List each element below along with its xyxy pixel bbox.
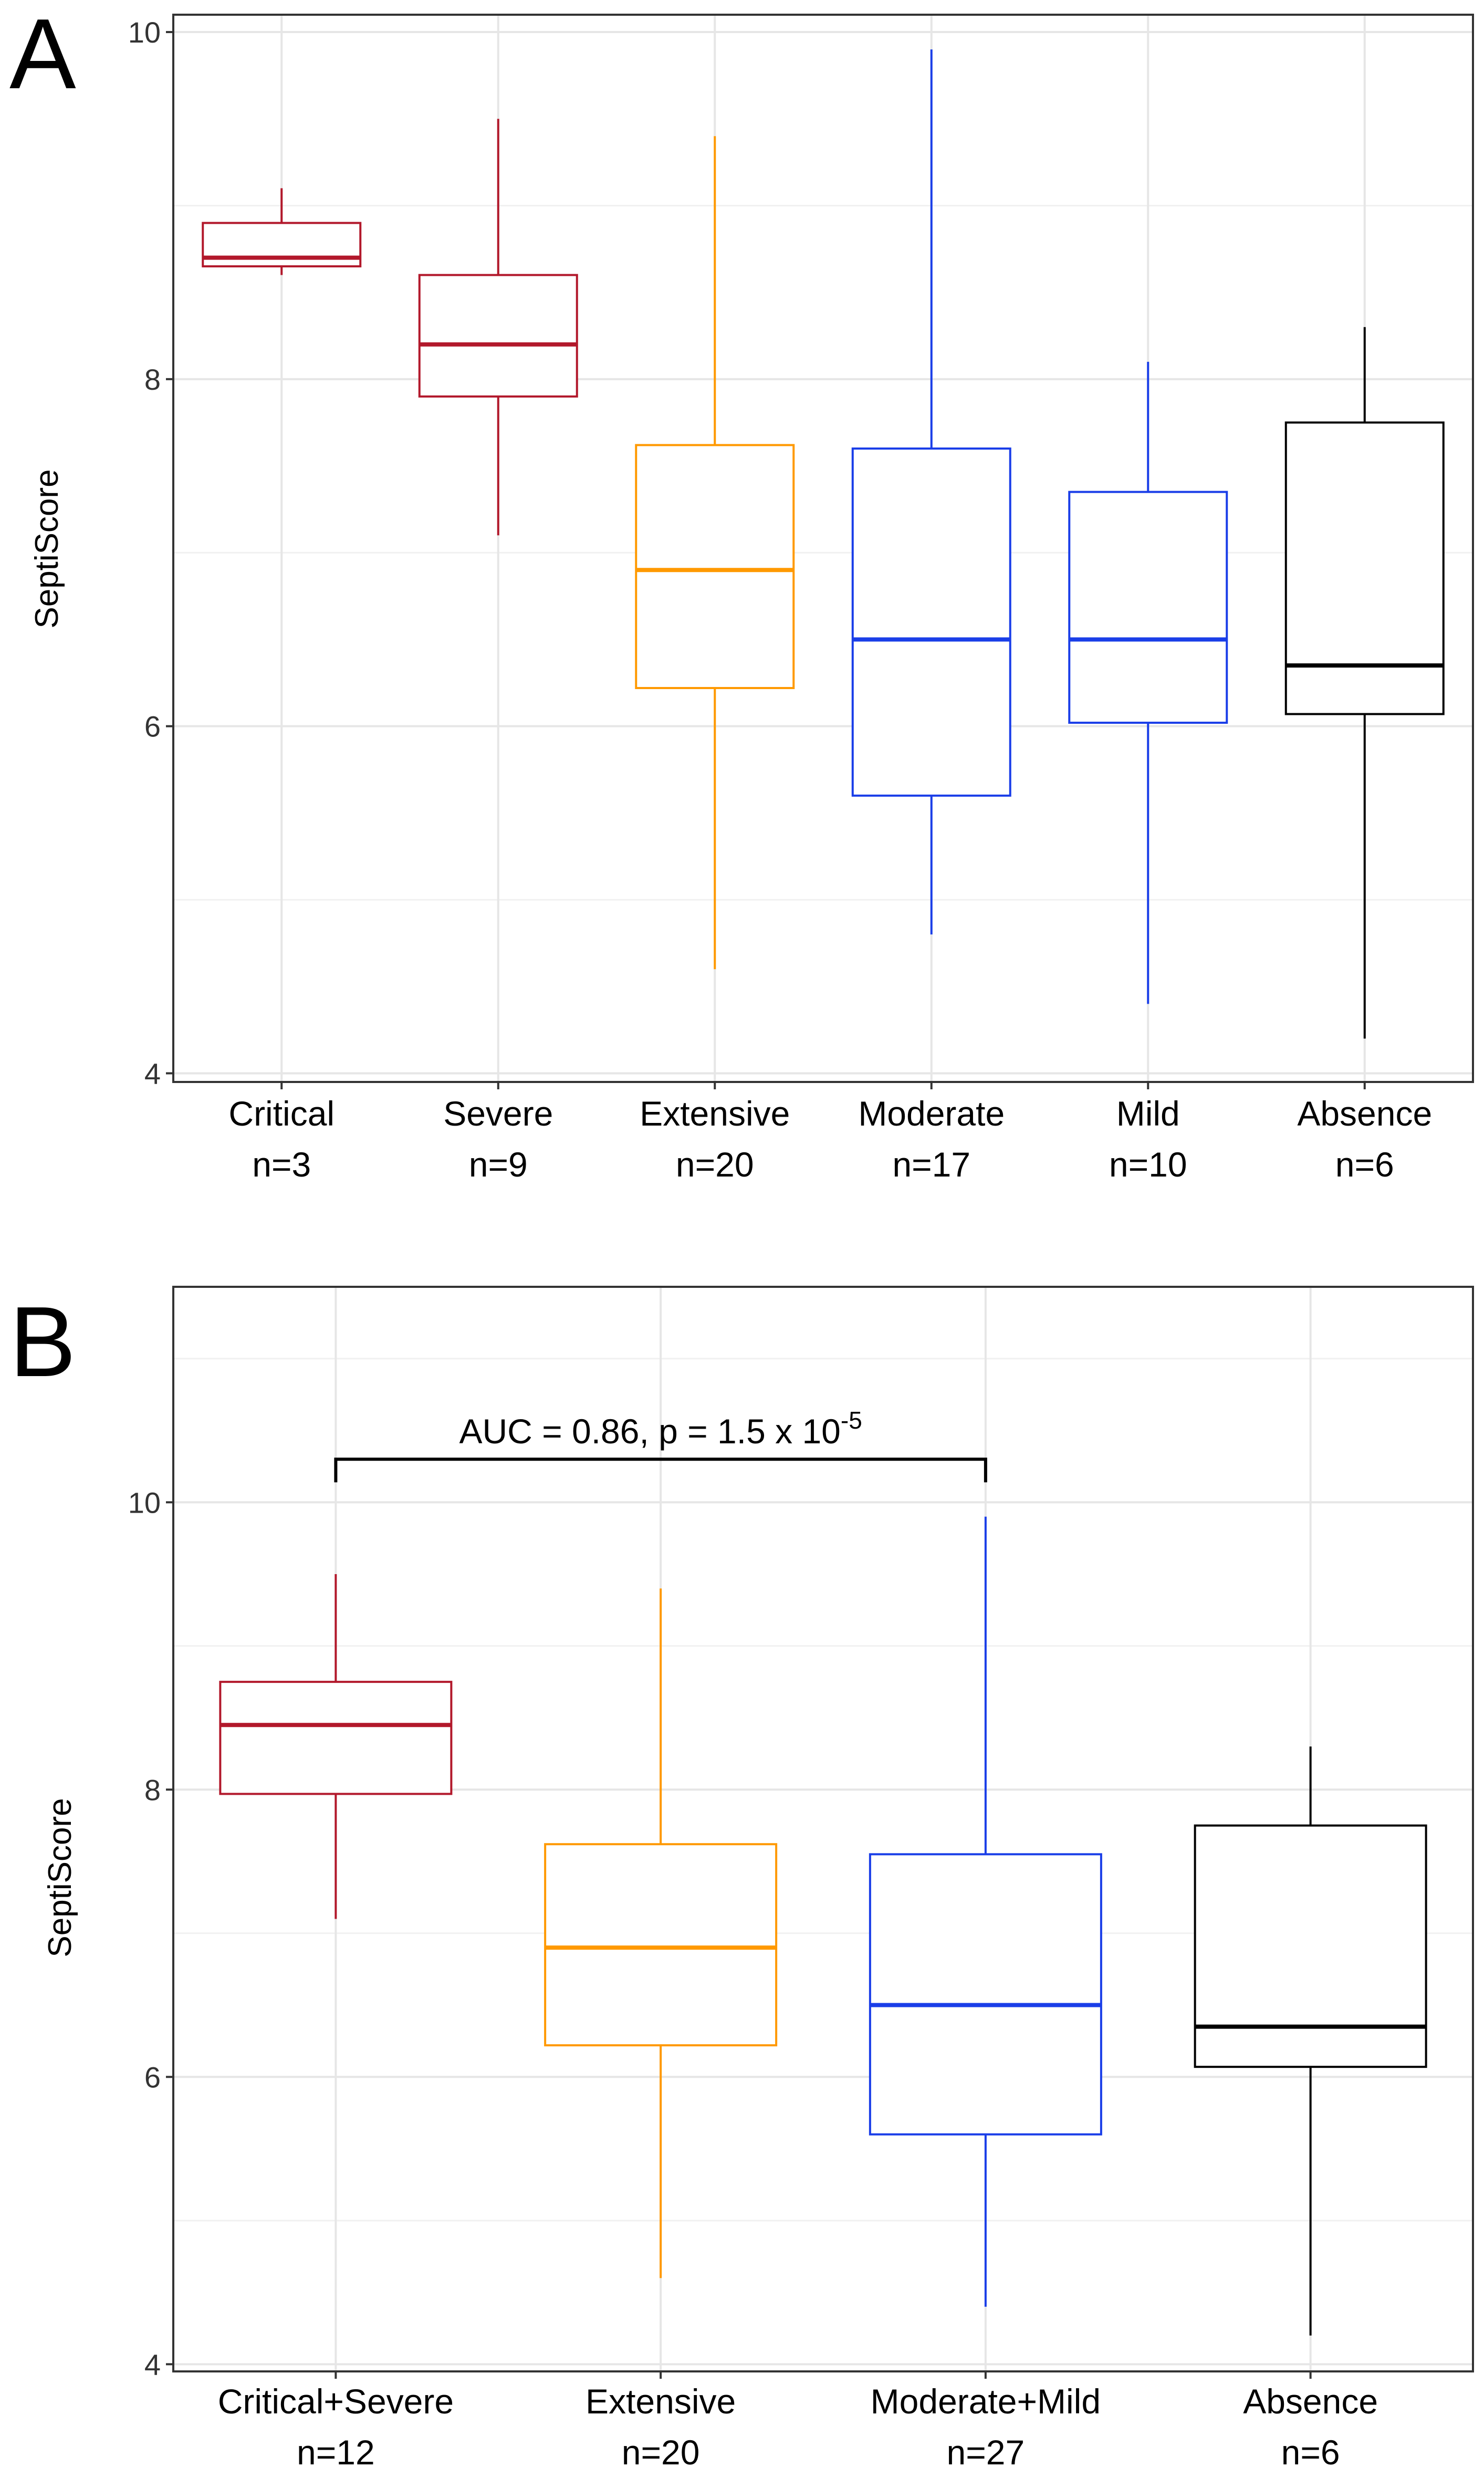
panel-b-auc-exponent: -5: [841, 1407, 862, 1434]
panel-a-y-tick-label: 4: [144, 1057, 161, 1090]
panel-a-category-label: Mild: [1116, 1094, 1180, 1133]
panel-b-y-tick-label: 8: [144, 1773, 161, 1806]
panel-a-category-count: n=6: [1335, 1145, 1394, 1184]
panel-a-category-label: Absence: [1297, 1094, 1432, 1133]
panel-a-plot: 4 6 8 10 Critical n=3 Severe n=9 Extensive n=20 Mo…: [29, 14, 1474, 1184]
panel-a-category-label: Critical: [228, 1094, 335, 1133]
panel-b-plot: 4 6 8 10 AUC = 0.86, p = 1.5 x 10-5 Critical+…: [42, 1286, 1474, 2467]
panel-letter-a: A: [9, 0, 76, 110]
panel-a-frame: [172, 14, 1474, 1083]
panel-a-y-axis-label: SeptiScore: [29, 469, 65, 628]
panel-b-auc-bracket: [334, 1458, 987, 1483]
panel-a-category-count: n=10: [1109, 1145, 1187, 1184]
panel-b-category-label: Critical+Severe: [218, 2382, 454, 2421]
panel-b-y-tick-label: 6: [144, 2060, 161, 2094]
panel-a-box: [1068, 491, 1228, 724]
panel-b-category-count: n=20: [622, 2433, 700, 2467]
panel-b-frame: [172, 1286, 1474, 2372]
panel-a-category-count: n=20: [676, 1145, 754, 1184]
panel-b-category-count: n=27: [947, 2433, 1025, 2467]
panel-a-category-label: Extensive: [640, 1094, 790, 1133]
panel-a-category-count: n=17: [892, 1145, 970, 1184]
panel-b-box: [1194, 1824, 1427, 2068]
panel-b-category-count: n=6: [1281, 2433, 1340, 2467]
panel-b-category-count: n=12: [297, 2433, 375, 2467]
panel-b-category-label: Extensive: [586, 2382, 736, 2421]
panel-a-category-count: n=9: [469, 1145, 528, 1184]
panel-b-y-tick-label: 10: [128, 1486, 161, 1519]
panel-b-auc-text: AUC = 0.86, p = 1.5 x 10: [459, 1412, 840, 1451]
panel-b-y-axis-label: SeptiScore: [42, 1798, 78, 1957]
panel-b-category-label: Moderate+Mild: [871, 2382, 1101, 2421]
panel-letter-b: B: [9, 1286, 76, 1398]
panel-a-category-count: n=3: [252, 1145, 311, 1184]
panel-a-y-tick-label: 6: [144, 710, 161, 743]
panel-b-box: [544, 1843, 778, 2047]
panel-a-y-tick-label: 8: [144, 363, 161, 396]
panel-a-y-tick-label: 10: [128, 16, 161, 49]
panel-b-category-label: Absence: [1243, 2382, 1378, 2421]
panel-a-category-label: Severe: [443, 1094, 553, 1133]
panel-a-box: [851, 447, 1011, 797]
panel-a-box: [418, 274, 578, 398]
panel-a-box: [635, 444, 795, 689]
panel-a-category-label: Moderate: [858, 1094, 1005, 1133]
panel-b-y-tick-label: 4: [144, 2348, 161, 2381]
panel-b-auc-annotation: AUC = 0.86, p = 1.5 x 10-5: [459, 1407, 862, 1451]
panel-b-box: [219, 1681, 453, 1795]
panel-a-box: [1284, 421, 1445, 715]
panel-b-box: [869, 1853, 1102, 2136]
panel-a-box: [202, 222, 362, 268]
